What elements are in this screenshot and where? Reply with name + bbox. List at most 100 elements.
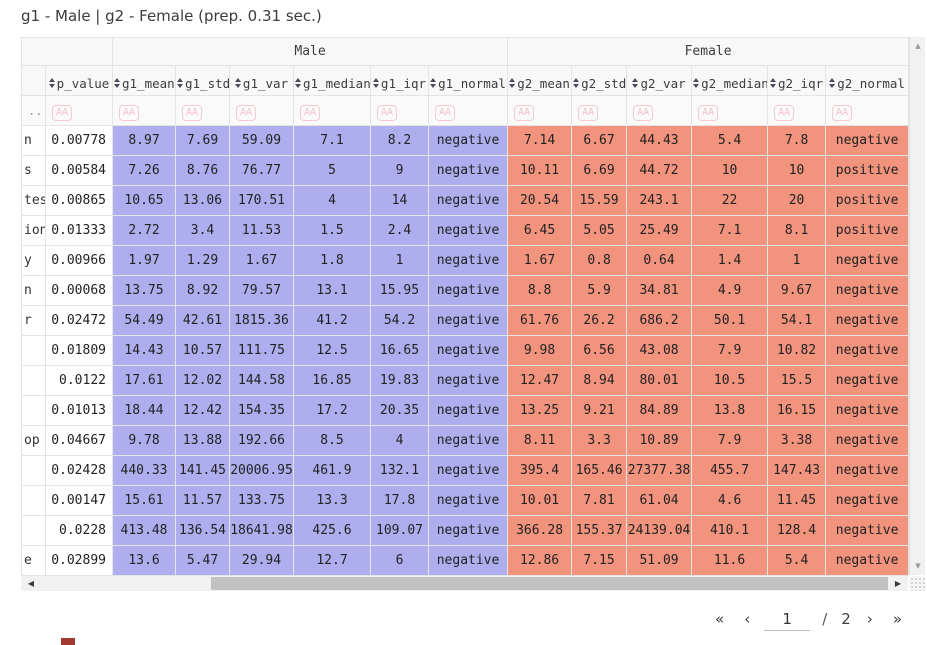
sort-icon bbox=[693, 78, 700, 89]
column-header-g1_iqr[interactable]: g1_iqr bbox=[370, 65, 429, 96]
text-filter-badge-icon[interactable]: AA bbox=[377, 105, 398, 121]
scroll-up-icon[interactable]: ▲ bbox=[915, 42, 921, 50]
table-cell-g1_mean: 440.33 bbox=[112, 455, 176, 486]
horizontal-scrollbar-thumb[interactable] bbox=[211, 577, 888, 590]
column-header-g2_iqr[interactable]: g2_iqr bbox=[767, 65, 827, 96]
table-cell-g2_median: 4.6 bbox=[691, 485, 769, 516]
clipped-element-fragment bbox=[61, 638, 75, 645]
table-cell-g1_std: 12.42 bbox=[175, 395, 230, 426]
table-cell-g2_std: 6.67 bbox=[571, 125, 628, 156]
last-page-button[interactable]: » bbox=[883, 607, 912, 631]
table-cell-p_value: 0.00778 bbox=[45, 125, 113, 156]
text-filter-badge-icon[interactable]: AA bbox=[236, 105, 257, 121]
table-cell-g2_median: 410.1 bbox=[691, 515, 769, 546]
scroll-left-icon[interactable]: ◀ bbox=[27, 579, 35, 588]
table-cell-g2_var: 84.89 bbox=[626, 395, 693, 426]
column-header-g2_median[interactable]: g2_median bbox=[691, 65, 769, 96]
table-cell-g2_std: 5.9 bbox=[571, 275, 628, 306]
first-page-button[interactable]: « bbox=[705, 607, 734, 631]
table-cell-p_value: 0.00966 bbox=[45, 245, 113, 276]
filter-cell-g1_median: AA bbox=[293, 95, 371, 126]
table-cell-g2_var: 43.08 bbox=[626, 335, 693, 366]
table-cell-g1_var: 11.53 bbox=[229, 215, 294, 246]
corner-header-cell bbox=[21, 37, 113, 66]
table-cell-g2_std: 155.37 bbox=[571, 515, 628, 546]
table-cell-g2_iqr: 16.15 bbox=[767, 395, 827, 426]
table-cell-g2_normal: negative bbox=[825, 305, 910, 336]
text-filter-badge-icon[interactable]: AA bbox=[52, 105, 73, 121]
table-cell-g1_normal: negative bbox=[427, 545, 509, 576]
table-row: n 0.00778 8.97 7.69 59.09 7.1 8.2 negative 7.14 6… bbox=[21, 125, 910, 156]
text-filter-badge-icon[interactable]: AA bbox=[514, 105, 535, 121]
table-cell-g1_mean: 13.6 bbox=[112, 545, 176, 576]
text-filter-badge-icon[interactable]: AA bbox=[435, 105, 456, 121]
table-row: op 0.04667 9.78 13.88 192.66 8.5 4 negative 8.11… bbox=[21, 425, 910, 456]
table-cell-p_value: 0.0228 bbox=[45, 515, 113, 546]
table-cell-g2_normal: negative bbox=[825, 395, 910, 426]
horizontal-scrollbar[interactable]: ◀ ▶ bbox=[21, 576, 908, 591]
text-filter-badge-icon[interactable]: AA bbox=[182, 105, 203, 121]
page-number-input[interactable] bbox=[764, 607, 811, 631]
next-page-button[interactable]: › bbox=[857, 607, 883, 631]
pagination: « ‹ / 2 › » bbox=[705, 607, 912, 631]
table-row: 0.0122 17.61 12.02 144.58 16.85 19.83 negative… bbox=[21, 365, 910, 396]
column-header-g2_std[interactable]: g2_std bbox=[571, 65, 628, 96]
column-header-g1_normal[interactable]: g1_normal bbox=[427, 65, 509, 96]
column-header-g2_var[interactable]: g2_var bbox=[626, 65, 693, 96]
row-label-cell bbox=[21, 485, 46, 516]
table-cell-g2_std: 7.15 bbox=[571, 545, 628, 576]
table-cell-g1_mean: 1.97 bbox=[112, 245, 176, 276]
sort-icon bbox=[372, 78, 379, 89]
sort-icon bbox=[295, 78, 301, 89]
table-cell-g2_var: 34.81 bbox=[626, 275, 693, 306]
table-cell-g1_std: 141.45 bbox=[175, 455, 230, 486]
column-header-p_value[interactable]: p_value bbox=[45, 65, 113, 96]
table-cell-g2_var: 243.1 bbox=[626, 185, 693, 216]
column-header-g1_var[interactable]: g1_var bbox=[229, 65, 294, 96]
table-cell-g2_var: 61.04 bbox=[626, 485, 693, 516]
table-cell-g2_normal: positive bbox=[825, 155, 910, 186]
table-cell-g2_var: 0.64 bbox=[626, 245, 693, 276]
column-header-g1_std[interactable]: g1_std bbox=[175, 65, 230, 96]
column-header-g2_normal[interactable]: g2_normal bbox=[825, 65, 910, 96]
scroll-down-icon[interactable]: ▼ bbox=[915, 562, 921, 570]
column-header-g2_mean[interactable]: g2_mean bbox=[507, 65, 573, 96]
text-filter-badge-icon[interactable]: AA bbox=[300, 105, 321, 121]
text-filter-badge-icon[interactable]: AA bbox=[633, 105, 654, 121]
table-cell-g1_median: 1.5 bbox=[293, 215, 371, 246]
column-header-g1_median[interactable]: g1_median bbox=[293, 65, 371, 96]
text-filter-badge-icon[interactable]: AA bbox=[832, 105, 853, 121]
table-cell-g2_mean: 12.86 bbox=[507, 545, 573, 576]
column-header-label: g2_std bbox=[581, 75, 627, 91]
table-cell-g1_var: 170.51 bbox=[229, 185, 294, 216]
table-cell-g2_iqr: 7.8 bbox=[767, 125, 827, 156]
table-cell-g2_mean: 366.28 bbox=[507, 515, 573, 546]
prev-page-button[interactable]: ‹ bbox=[734, 607, 760, 631]
table-cell-g2_median: 7.9 bbox=[691, 335, 769, 366]
vertical-scrollbar[interactable]: ▲ ▼ bbox=[909, 37, 925, 575]
table-cell-g1_var: 18641.98 bbox=[229, 515, 294, 546]
filter-cell-g2_normal: AA bbox=[825, 95, 910, 126]
table-cell-p_value: 0.01809 bbox=[45, 335, 113, 366]
text-filter-badge-icon[interactable]: AA bbox=[578, 105, 599, 121]
table-row: 0.0228 413.48 136.54 18641.98 425.6 109.07 neg… bbox=[21, 515, 910, 546]
filter-cell-g2_var: AA bbox=[626, 95, 693, 126]
column-header-label: g2_mean bbox=[517, 75, 570, 91]
stats-table: Male Female p_value g1_mean g1_std g1_var g1_m… bbox=[21, 37, 910, 576]
table-cell-g2_normal: negative bbox=[825, 515, 910, 546]
filter-cell-g2_mean: AA bbox=[507, 95, 573, 126]
scroll-right-icon[interactable]: ▶ bbox=[894, 579, 902, 588]
column-header-g1_mean[interactable]: g1_mean bbox=[112, 65, 176, 96]
text-filter-badge-icon[interactable]: AA bbox=[698, 105, 719, 121]
table-cell-g1_median: 16.85 bbox=[293, 365, 371, 396]
text-filter-badge-icon[interactable]: AA bbox=[774, 105, 795, 121]
table-cell-g2_normal: negative bbox=[825, 365, 910, 396]
table-cell-g1_std: 12.02 bbox=[175, 365, 230, 396]
row-label-cell: r bbox=[21, 305, 46, 336]
sort-icon bbox=[430, 78, 437, 89]
table-cell-g2_iqr: 9.67 bbox=[767, 275, 827, 306]
text-filter-badge-icon[interactable]: AA bbox=[119, 105, 140, 121]
table-row: 0.00147 15.61 11.57 133.75 13.3 17.8 negative 1… bbox=[21, 485, 910, 516]
table-cell-g2_std: 15.59 bbox=[571, 185, 628, 216]
table-cell-p_value: 0.00147 bbox=[45, 485, 113, 516]
